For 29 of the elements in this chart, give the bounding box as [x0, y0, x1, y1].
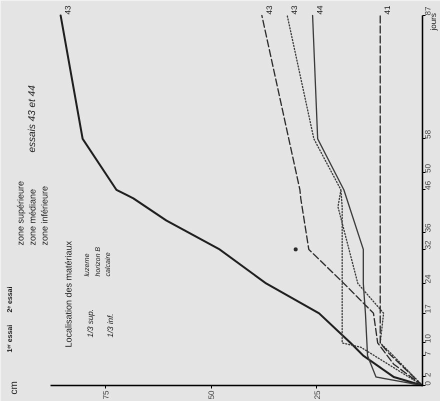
x-tick-label: 75	[101, 390, 110, 400]
text: zone inférieure	[40, 186, 50, 246]
y-tick-label: 50	[424, 163, 432, 173]
y-tick-label: 58	[424, 129, 432, 139]
x-tick-label: 25	[312, 390, 322, 400]
y-axis-title: jours	[429, 13, 438, 32]
text: zone supérieure	[16, 180, 26, 246]
annotation: Localisation des matériaux	[64, 240, 74, 348]
annotation: 1/3 sup.	[86, 309, 95, 338]
y-tick-label: 0	[424, 380, 432, 386]
y-tick-label: 87	[424, 6, 432, 16]
annotation: 41	[383, 5, 392, 14]
y-tick-label: 36	[424, 222, 432, 232]
text: cm	[9, 381, 20, 394]
y-tick-label: 46	[424, 180, 432, 190]
x-tick-label: 50	[207, 390, 216, 400]
y-tick-label: 17	[424, 304, 432, 314]
annotation: 1/3 inf.	[106, 313, 115, 338]
y-tick-label: 10	[424, 334, 432, 343]
y-tick-label: 7	[424, 350, 432, 356]
annotation: 44	[316, 5, 325, 14]
annotation: 43	[264, 5, 274, 14]
annotation: 43	[290, 5, 300, 14]
y-tick-label: 2	[424, 372, 432, 377]
text: zone médiane	[28, 188, 38, 246]
annotation: 43	[64, 5, 73, 14]
y-tick-label: 24	[424, 274, 432, 284]
y-tick-label: 32	[424, 240, 432, 250]
text: essais 43 et 44	[27, 84, 38, 152]
